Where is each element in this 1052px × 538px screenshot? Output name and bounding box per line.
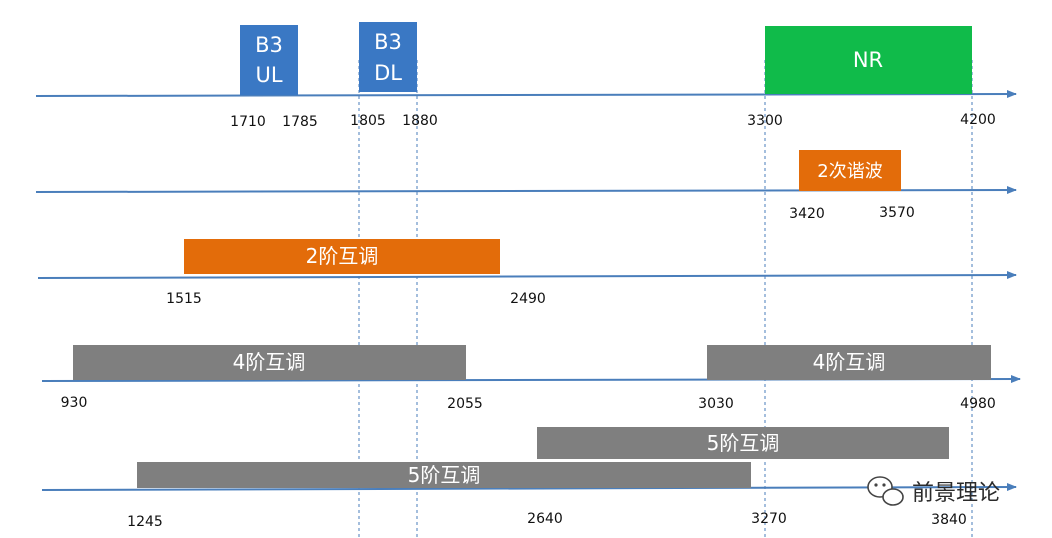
product-imd4-high [707, 345, 991, 380]
tick-label: 2055 [447, 396, 483, 412]
tick-label: 2490 [510, 291, 546, 307]
band-b3-ul-line1: B3 [255, 33, 283, 57]
tick-label: 3300 [747, 113, 783, 129]
product-imd5-high [537, 427, 949, 459]
product-imd5-low-label: 5阶互调 [408, 463, 481, 487]
tick-label: 1515 [166, 291, 202, 307]
wechat-icon [867, 476, 904, 506]
tick-label: 3420 [789, 206, 825, 222]
product-2nd-harmonic [799, 150, 901, 191]
band-b3-dl-line1: B3 [374, 30, 402, 54]
tick-label: 3570 [879, 205, 915, 221]
tick-label: 3840 [931, 512, 967, 528]
band-b3-dl [359, 22, 417, 92]
product-imd2-label: 2阶互调 [306, 244, 379, 268]
tick-label: 2640 [527, 511, 563, 527]
band-b3-dl-line2: DL [374, 61, 402, 85]
axis-row3 [37, 271, 1017, 280]
tick-label: 3270 [751, 511, 787, 527]
tick-label: 4200 [960, 112, 996, 128]
product-imd4-high-label: 4阶互调 [813, 350, 886, 374]
tick-label: 1880 [402, 113, 438, 129]
product-imd5-low [137, 462, 751, 488]
band-nr [765, 26, 972, 94]
axis-row5 [41, 483, 1017, 492]
tick-label: 4980 [960, 396, 996, 412]
product-imd4-low-label: 4阶互调 [233, 350, 306, 374]
product-imd2 [184, 239, 500, 274]
tick-label: 3030 [698, 396, 734, 412]
tick-label: 1245 [127, 514, 163, 530]
band-b3-ul-line2: UL [255, 63, 282, 87]
band-nr-label: NR [853, 48, 883, 72]
band-b3-ul [240, 25, 298, 95]
tick-label: 1710 [230, 114, 266, 130]
tick-label: 930 [61, 395, 88, 411]
product-2nd-harmonic-label: 2次谐波 [817, 161, 882, 182]
tick-label: 1805 [350, 113, 386, 129]
product-imd4-low [73, 345, 466, 380]
product-imd5-high-label: 5阶互调 [707, 431, 780, 455]
tick-label: 1785 [282, 114, 318, 130]
axis-row1 [35, 90, 1017, 99]
watermark-text: 前景理论 [912, 481, 1000, 506]
